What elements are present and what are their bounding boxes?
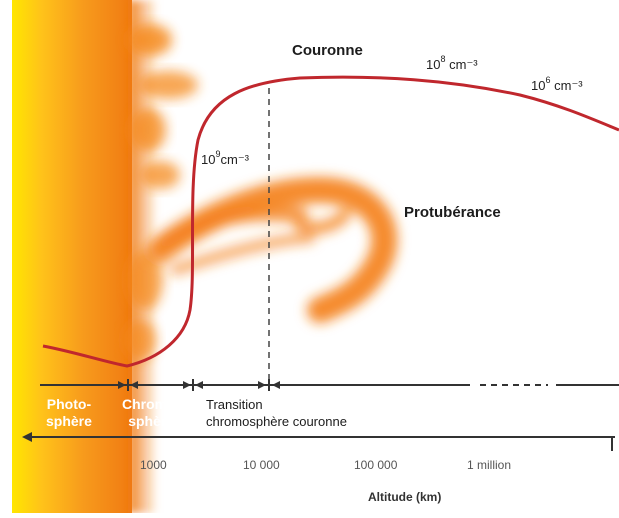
tick-1-million: 1 million [467, 458, 512, 472]
density-label-1e8: 108 cm⁻³ [426, 54, 478, 72]
tick-10000: 10 000 [243, 458, 280, 472]
zone-transition: Transition chromosphère couronne [206, 397, 347, 429]
zone-arrows [40, 379, 619, 391]
prominence-shape [147, 176, 398, 323]
density-label-1e9: 109cm⁻³ [201, 149, 250, 167]
zone-photosphere: Photo- sphère [46, 396, 92, 429]
corona-label: Couronne [292, 42, 363, 59]
tick-100000: 100 000 [354, 458, 398, 472]
tick-1000: 1000 [140, 458, 167, 472]
density-curve [42, 75, 619, 368]
density-label-1e6: 106 cm⁻³ [531, 75, 583, 93]
axis-title: Altitude (km) [368, 490, 442, 504]
prominence-label: Protubérance [404, 204, 501, 221]
altitude-axis [22, 432, 615, 451]
zone-chromosphere: Chromo- sphère [122, 396, 181, 429]
